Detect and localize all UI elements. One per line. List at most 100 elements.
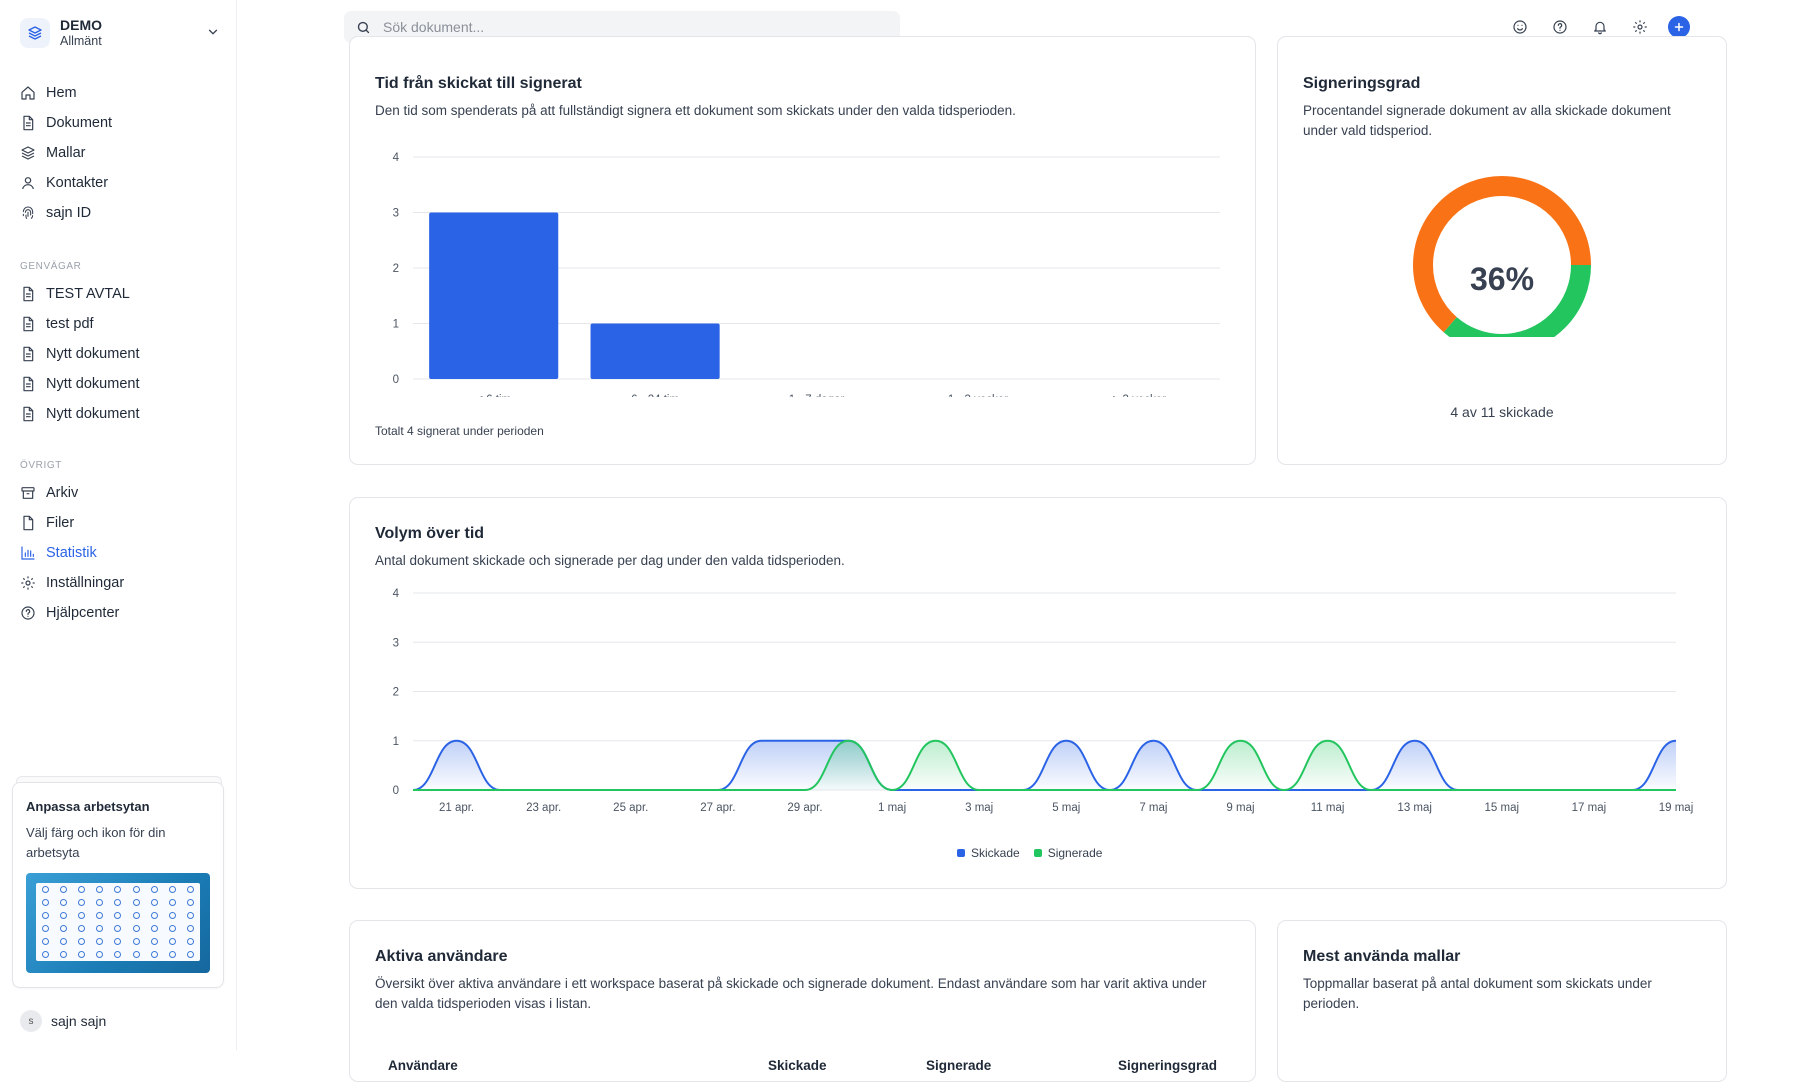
y-tick-label: 4 [393,152,400,164]
user-name: sajn sajn [51,1013,107,1029]
workspace-logo-icon [20,18,50,48]
x-tick-label: > 3 veckor [1113,394,1167,397]
card-title: Aktiva användare [375,948,508,965]
sidebar-item-installningar[interactable]: Inställningar [20,568,124,598]
card-description: Antal dokument skickade och signerade pe… [375,553,845,568]
time-to-sign-card: Tid från skickat till signerat Den tid s… [349,36,1256,465]
document-icon [23,346,34,362]
smiley-icon[interactable] [1508,15,1531,38]
document-icon [23,286,34,302]
sidebar-item-arkiv[interactable]: Arkiv [20,478,124,508]
illustration-icon [132,925,140,932]
icon-grid-illustration [36,883,200,961]
illustration-icon [187,912,195,919]
sidebar: DEMO Allmänt Hem Dokument Mallar Kontakt… [0,0,237,1050]
shortcut-item[interactable]: Nytt dokument [20,339,140,369]
y-tick-label: 1 [393,736,399,748]
illustration-icon [169,938,177,945]
y-tick-label: 0 [393,374,399,386]
bar-chart-icon [21,546,35,560]
volume-chart: 0 1 2 3 4 21 apr. 23 apr. 25 apr. 27 apr. 29 apr.… [393,588,1694,814]
column-header-signed[interactable]: Signerade [926,1058,992,1073]
top-templates-card: Mest använda mallar Toppmallar baserat p… [1277,920,1727,1082]
sidebar-item-sajn-id[interactable]: sajn ID [20,198,112,228]
shortcut-label: Nytt dokument [46,406,140,422]
illustration-icon [96,938,104,945]
sidebar-item-hem[interactable]: Hem [20,78,112,108]
add-button[interactable] [1668,15,1690,38]
avatar: s [20,1010,42,1032]
donut-chart [1413,176,1591,337]
illustration-icon [114,912,122,919]
shortcut-item[interactable]: Nytt dokument [20,399,140,429]
workspace-switcher[interactable]: DEMO Allmänt [20,16,220,50]
sidebar-item-mallar[interactable]: Mallar [20,138,112,168]
x-tick-label: 1 - 3 veckor [948,394,1008,397]
shortcut-item[interactable]: TEST AVTAL [20,279,140,309]
shortcut-item[interactable]: test pdf [20,309,140,339]
x-tick-label: 13 maj [1397,802,1432,814]
sidebar-item-statistik[interactable]: Statistik [20,538,124,568]
illustration-icon [59,925,67,932]
illustration-icon [169,951,177,958]
home-icon [21,86,35,100]
illustration-icon [132,899,140,906]
legend-swatch [957,849,965,857]
workspace-subtitle: Allmänt [60,34,102,48]
sidebar-item-label: Kontakter [46,175,109,191]
y-tick-label: 1 [393,319,399,331]
bell-icon[interactable] [1588,15,1611,38]
sidebar-item-label: Mallar [46,145,86,161]
column-header-sent[interactable]: Skickade [768,1058,827,1073]
bar-chart: 0 1 2 3 4 < 6 tim 6 - 24 tim 1 - 7 dagar 1 - 3 v… [393,152,1220,397]
sidebar-item-filer[interactable]: Filer [20,508,124,538]
sidebar-item-label: Arkiv [46,485,79,501]
shortcut-item[interactable]: Nytt dokument [20,369,140,399]
legend-label: Skickade [971,846,1020,860]
illustration-icon [96,912,104,919]
settings-icon[interactable] [1628,15,1651,38]
illustration-icon [187,886,195,893]
user-icon [22,177,34,190]
search-icon [357,21,370,33]
sidebar-item-label: Hem [46,85,77,101]
other-nav: Arkiv Filer Statistik Inställningar Hjäl… [20,478,124,628]
y-tick-label: 3 [393,208,399,220]
sidebar-item-kontakter[interactable]: Kontakter [20,168,112,198]
illustration-icon [114,899,122,906]
main-nav: Hem Dokument Mallar Kontakter sajn ID [20,78,112,228]
legend-item-skickade[interactable]: Skickade [957,846,1020,860]
illustration-icon [150,899,158,906]
illustration-icon [169,886,177,893]
x-tick-label: 11 maj [1311,802,1345,814]
card-description: Toppmallar baserat på antal dokument som… [1303,976,1652,1011]
workspace-name: DEMO [60,17,102,33]
illustration-icon [41,912,49,919]
illustration-icon [150,938,158,945]
column-header-user[interactable]: Användare [388,1058,458,1073]
card-title: Mest använda mallar [1303,948,1461,965]
sidebar-item-hjalpcenter[interactable]: Hjälpcenter [20,598,124,628]
x-tick-label: 27 apr. [700,802,735,814]
chevron-down-icon[interactable] [206,25,220,42]
illustration-icon [78,886,86,893]
bar [429,212,559,379]
x-tick-label: 29 apr. [787,802,822,814]
shortcut-label: test pdf [46,316,94,332]
illustration-icon [96,951,104,958]
x-tick-label: 9 maj [1226,802,1254,814]
card-description: Procentandel signerade dokument av alla … [1303,103,1671,138]
column-header-signing-rate[interactable]: Signeringsgrad [1118,1058,1218,1073]
x-tick-label: 6 - 24 tim [631,394,679,397]
search-input[interactable] [381,18,865,36]
sidebar-item-dokument[interactable]: Dokument [20,108,112,138]
illustration-icon [78,938,86,945]
legend-item-signerade[interactable]: Signerade [1033,846,1102,860]
illustration-icon [41,938,49,945]
illustration-icon [169,925,177,932]
help-icon[interactable] [1548,15,1571,38]
layers-icon [21,146,35,160]
user-menu[interactable]: s sajn sajn [20,1010,106,1032]
bar-chart-footnote: Totalt 4 signerat under perioden [375,424,544,438]
customize-workspace-promo[interactable]: Anpassa arbetsytan Välj färg och ikon fö… [12,782,224,988]
